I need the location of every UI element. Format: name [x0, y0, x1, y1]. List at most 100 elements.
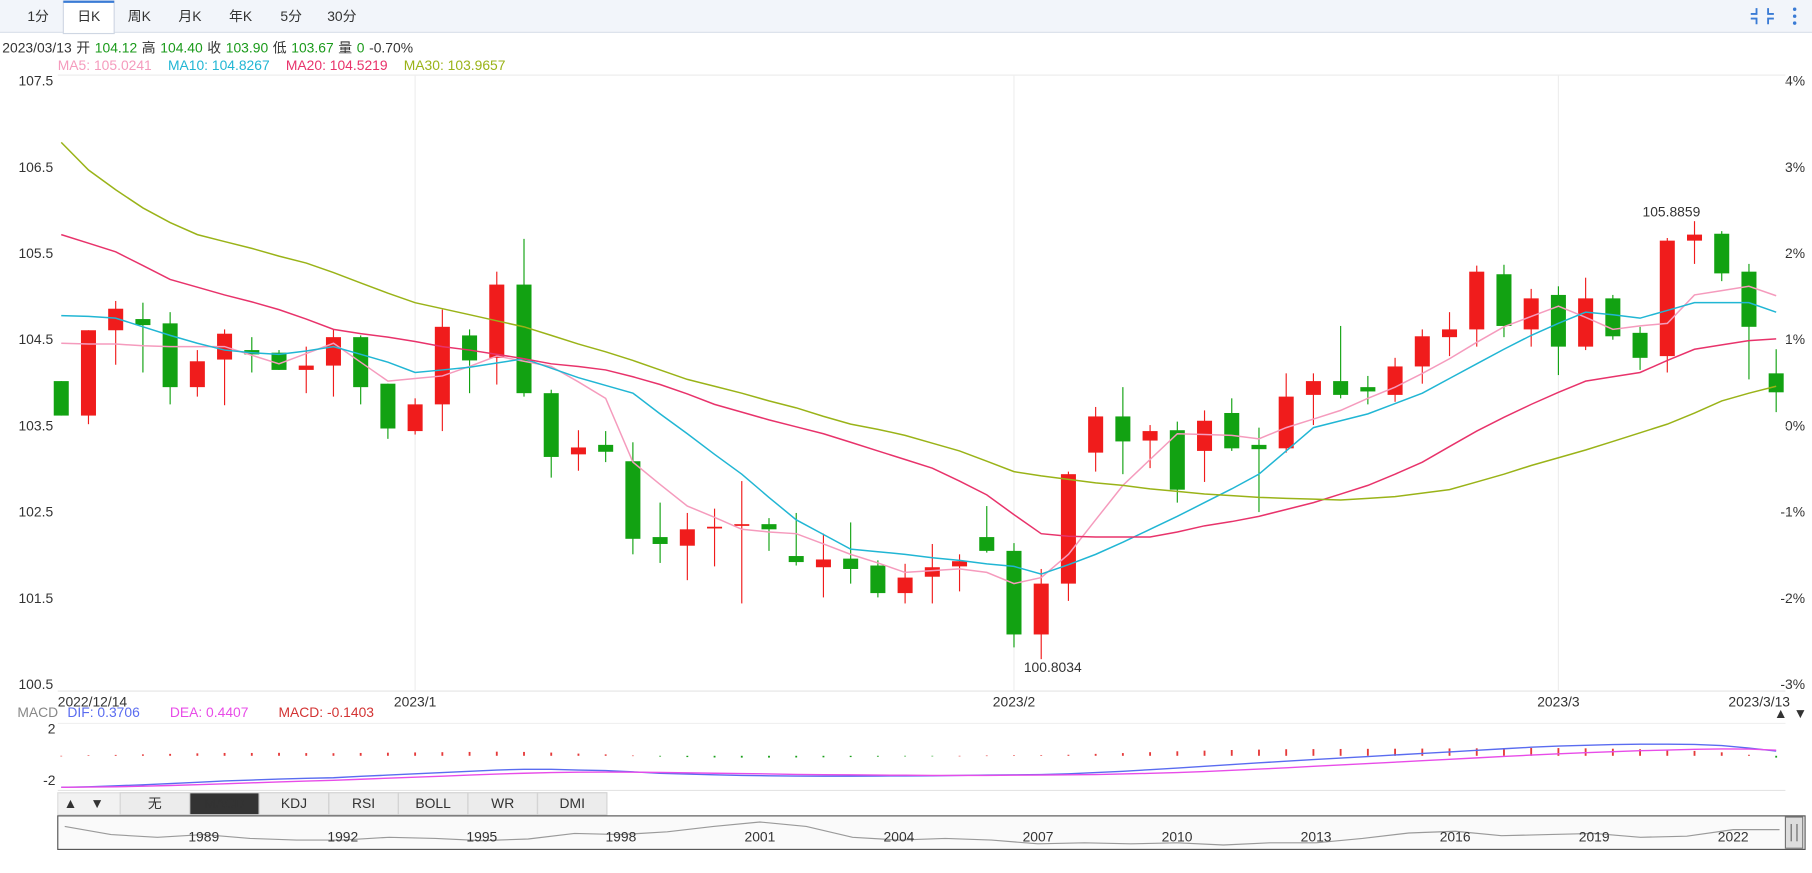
indicator-tab[interactable]: DMI [560, 795, 585, 811]
candle-body [897, 577, 913, 594]
macd-bar [1475, 748, 1478, 756]
candle-body [679, 529, 695, 546]
macd-bar [468, 751, 471, 756]
candle-body [1224, 412, 1240, 449]
tab[interactable]: 日K [77, 8, 101, 24]
candle-body [516, 284, 532, 394]
x-tick-label: 2022/12/14 [58, 693, 128, 709]
legend-entry: DIF: 0.3706 [67, 704, 140, 720]
candle-body [1442, 329, 1458, 338]
scroll-down-icon[interactable]: ▼ [1794, 705, 1808, 721]
candle-body [1305, 381, 1321, 395]
fullscreen-icon[interactable] [1750, 8, 1774, 25]
candle-body [843, 558, 859, 569]
macd-bar [1121, 753, 1124, 756]
more-icon[interactable] [1792, 7, 1797, 25]
navigator-tick-label: 2007 [1023, 829, 1054, 845]
macd-bar [822, 755, 825, 758]
indicator-tab[interactable]: MACD [204, 795, 245, 811]
tab[interactable]: 周K [128, 8, 152, 24]
tab[interactable]: 1分 [27, 8, 49, 24]
indicator-tab[interactable]: KDJ [281, 795, 307, 811]
y2-tick-label: -3% [1780, 676, 1805, 692]
macd-bar [1203, 750, 1206, 756]
navigator-handle[interactable] [1784, 816, 1804, 849]
quote-item: 2023/03/13 [2, 39, 72, 55]
quote-item: 收 [207, 39, 221, 55]
arrow-down-button[interactable]: ▼ [90, 795, 104, 811]
macd-bar [1639, 749, 1641, 756]
indicator-tab[interactable]: RSI [352, 795, 375, 811]
macd-bar [223, 752, 226, 756]
x-tick-label: 2023/1 [394, 693, 437, 709]
y2-tick-label: 1% [1785, 331, 1805, 347]
indicator-tab[interactable]: WR [491, 795, 514, 811]
candle-body [407, 404, 423, 432]
macd-bar [1666, 749, 1669, 756]
macd-bar [523, 751, 525, 756]
quote-item: 103.67 [291, 39, 334, 55]
macd-bar [1503, 748, 1505, 756]
tab[interactable]: 年K [229, 8, 253, 24]
macd-bar [1366, 748, 1369, 756]
candle-body [1469, 271, 1485, 330]
macd-bar [686, 755, 689, 758]
candle-body [1714, 233, 1730, 274]
scroll-up-icon[interactable]: ▲ [1774, 705, 1788, 721]
y2-tick-label: 4% [1785, 73, 1805, 89]
navigator-tick-label: 2016 [1440, 829, 1471, 845]
candle-body [1115, 416, 1131, 442]
legend-entry: MACD: -0.1403 [278, 704, 374, 720]
y-tick-label: 106.5 [18, 159, 53, 175]
macd-bar [141, 754, 144, 756]
indicator-tab[interactable]: 无 [148, 795, 162, 811]
macd-bar [931, 755, 934, 757]
y2-tick-label: 0% [1785, 417, 1805, 433]
quote-item: 开 [76, 39, 90, 55]
x-tick-label: 2023/3/13 [1728, 693, 1790, 709]
candle-body [271, 352, 287, 370]
candle-body [1088, 416, 1104, 453]
tab[interactable]: 月K [178, 8, 202, 24]
y-tick-label: 107.5 [18, 73, 53, 89]
macd-bar [386, 752, 389, 756]
navigator-line [64, 821, 1780, 846]
toolbar [0, 0, 1812, 33]
indicator-tab-bg[interactable] [537, 792, 608, 816]
y-tick-label: 102.5 [18, 504, 53, 520]
macd-bar [1013, 755, 1015, 756]
candle-body [80, 330, 96, 416]
y-tick-label: 103.5 [18, 417, 53, 433]
tab[interactable]: 5分 [280, 8, 302, 24]
candle-body [434, 326, 450, 405]
tab[interactable]: 30分 [327, 8, 356, 24]
ma-line [61, 285, 1777, 585]
macd-bar [196, 753, 199, 756]
navigator-tick-label: 2004 [884, 829, 915, 845]
indicator-tab[interactable]: BOLL [415, 795, 451, 811]
candle-body [598, 444, 614, 452]
macd-bar [659, 755, 662, 757]
candle-body [1523, 298, 1539, 330]
y-tick-label: 100.5 [18, 676, 53, 692]
navigator-tick-label: 2019 [1579, 829, 1610, 845]
quote-item: 104.40 [160, 39, 203, 55]
macd-bar [1285, 749, 1288, 756]
candle-body [1060, 474, 1076, 584]
quote-item: 低 [273, 39, 287, 55]
navigator-tick-label: 1998 [605, 829, 636, 845]
y2-tick-label: -2% [1780, 590, 1805, 606]
candle-body [1251, 444, 1267, 450]
macd-bar [1149, 752, 1152, 756]
candle-body [1414, 336, 1430, 367]
macd-bar [441, 752, 444, 756]
candle-body [815, 559, 831, 568]
candle-body [53, 381, 69, 416]
macd-bar [958, 755, 961, 757]
macd-bar [876, 755, 879, 757]
arrow-up-button[interactable]: ▲ [64, 795, 78, 811]
macd-bar [87, 755, 90, 756]
macd-y-tick-label: -2 [43, 772, 56, 788]
macd-bar [495, 751, 498, 756]
